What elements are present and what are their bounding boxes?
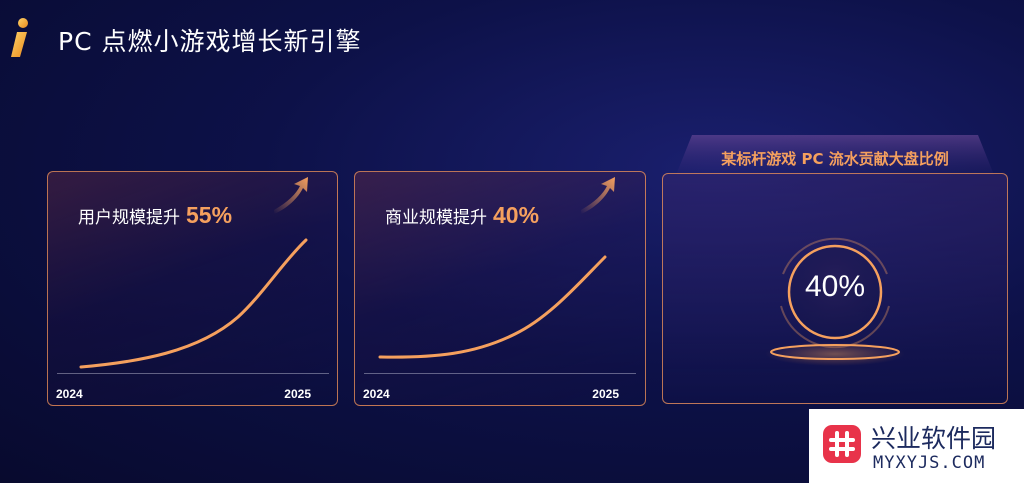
watermark: 兴业软件园 MYXYJS.COM (809, 409, 1024, 483)
business-growth-label: 商业规模提升 40% (385, 202, 540, 228)
ring-gauge (765, 237, 905, 366)
info-icon (11, 18, 28, 57)
x-tick-start: 2024 (363, 387, 390, 401)
user-growth-curve (79, 177, 308, 369)
business-growth-value: 40% (493, 202, 540, 228)
trend-arrow-icon (581, 177, 615, 214)
watermark-name: 兴业软件园 (871, 424, 997, 453)
user-growth-value: 55% (186, 202, 233, 228)
growth-curve-line (79, 238, 308, 369)
business-growth-curve (378, 177, 615, 359)
user-growth-label: 用户规模提升 55% (78, 202, 233, 228)
x-axis-line (57, 373, 329, 374)
growth-curve-line (378, 255, 607, 359)
x-axis-line (364, 373, 636, 374)
business-growth-card: 商业规模提升 40% 2024 2025 (354, 171, 646, 406)
user-growth-card: 用户规模提升 55% 2024 2025 (47, 171, 338, 406)
x-tick-end: 2025 (284, 387, 311, 401)
highlight-card: 40% (662, 173, 1008, 404)
watermark-domain: MYXYJS.COM (873, 453, 986, 473)
trend-arrow-icon (274, 177, 308, 214)
contribution-value: 40% (804, 270, 866, 303)
highlight-heading: 某标杆游戏 PC 流水贡献大盘比例 (721, 150, 949, 168)
x-tick-start: 2024 (56, 387, 83, 401)
heading-tab-decoration (676, 135, 994, 175)
page-title: PC 点燃小游戏增长新引擎 (58, 27, 362, 56)
x-tick-end: 2025 (592, 387, 619, 401)
hash-logo-icon (823, 425, 861, 463)
